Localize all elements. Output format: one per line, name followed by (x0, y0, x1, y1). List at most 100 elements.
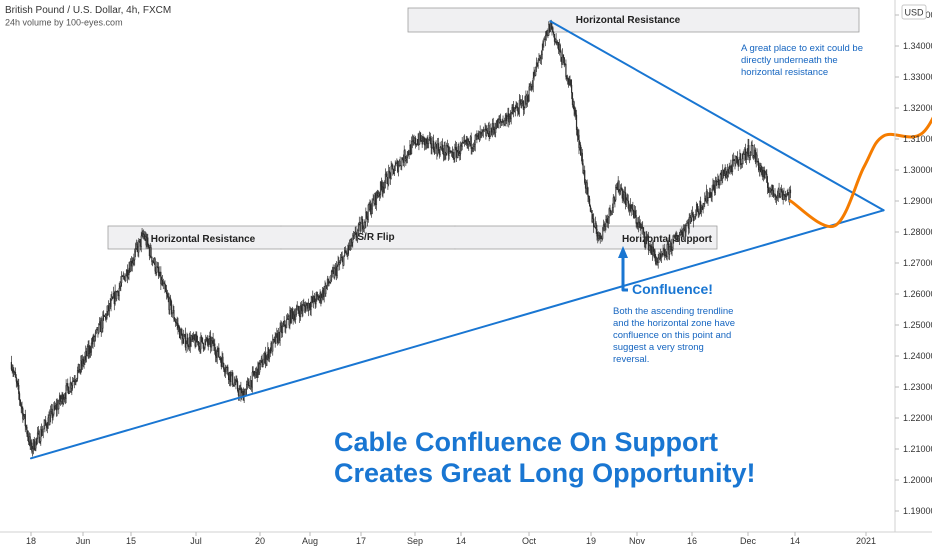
candle (204, 339, 206, 350)
candle (555, 33, 557, 45)
candle (697, 206, 699, 219)
candle (700, 204, 703, 217)
candle (735, 155, 737, 167)
candle (18, 379, 20, 400)
candle (446, 139, 449, 148)
confluence-note-line: reversal. (613, 354, 649, 365)
candle (766, 169, 768, 184)
currency-badge[interactable] (901, 4, 927, 20)
candle (320, 291, 322, 307)
volume-indicator-label[interactable]: 24h volume by 100-eyes.com (5, 18, 123, 28)
candle (12, 364, 14, 377)
zone-label: Horizontal Resistance (576, 15, 681, 26)
candle (613, 195, 615, 205)
candle (638, 216, 640, 233)
candle (35, 438, 37, 452)
candle (337, 255, 339, 271)
projection-curve[interactable] (789, 24, 932, 229)
candle (527, 94, 529, 103)
candle (106, 305, 108, 320)
candle (336, 264, 338, 279)
candle (321, 293, 323, 304)
time-axis[interactable]: 18 Jun 15 Jul 20 Aug 17 Sep 14 Oct 19 Nov 16 Dec 14 202… (26, 532, 876, 546)
candle (694, 213, 696, 220)
candle (730, 159, 732, 173)
candle (366, 211, 368, 219)
candle (571, 92, 574, 108)
candle (62, 392, 64, 407)
candle (357, 222, 360, 237)
candle (78, 363, 80, 373)
candle (713, 179, 715, 191)
candle (53, 402, 55, 417)
candle (16, 380, 18, 387)
candle (201, 337, 204, 344)
time-tick-label: Nov (629, 536, 646, 546)
candle (488, 121, 490, 142)
time-tick-label: 14 (456, 536, 466, 546)
zone-box[interactable]: Horizontal Resistance (107, 225, 282, 250)
candle (780, 187, 782, 199)
candle (575, 109, 578, 136)
candle (456, 149, 458, 159)
confluence-note-line: suggest a very strong (613, 342, 704, 353)
candle (661, 252, 663, 258)
candle (222, 353, 224, 368)
time-tick-label: 16 (687, 536, 697, 546)
candle (589, 195, 591, 207)
candle (785, 193, 788, 201)
candle (170, 294, 172, 306)
candle (711, 185, 713, 203)
zone-box[interactable]: Horizontal Resistance (407, 7, 860, 33)
candle (782, 190, 784, 205)
price-axis[interactable]: 1.19000 1.20000 1.21000 1.22000 1.23000 1.240… (895, 10, 932, 516)
candle (367, 203, 369, 223)
candle (563, 57, 565, 68)
candle (632, 201, 634, 216)
candle (419, 132, 422, 143)
time-tick-label: Jun (76, 536, 91, 546)
candle (745, 151, 747, 165)
candle (254, 367, 257, 379)
descending-trendline[interactable] (549, 20, 885, 212)
candle (165, 285, 168, 300)
candle (60, 395, 62, 405)
candle (261, 354, 263, 368)
candle (24, 409, 26, 433)
symbol-title[interactable]: British Pound / U.S. Dollar, 4h, FXCM (5, 5, 171, 16)
candle (627, 194, 629, 209)
candle (530, 81, 532, 91)
candle (535, 66, 537, 77)
candle (169, 296, 171, 315)
price-tick-label: 1.30000 (903, 165, 932, 175)
candle (384, 168, 387, 189)
candle (575, 107, 577, 120)
candle (473, 139, 476, 151)
candle (39, 436, 41, 444)
candle (29, 433, 31, 450)
candle (708, 192, 710, 199)
candle (63, 394, 65, 406)
candle (612, 194, 614, 213)
time-tick-label: Dec (740, 536, 757, 546)
candle (173, 306, 175, 322)
candle (89, 344, 91, 358)
candle (518, 94, 520, 117)
candle (210, 336, 213, 352)
ascending-trendline[interactable] (30, 209, 885, 460)
candle (666, 238, 668, 261)
candle (344, 246, 347, 254)
candle (380, 177, 382, 191)
confluence-note-line: and the horizontal zone have (613, 318, 735, 329)
candle (647, 231, 649, 255)
candle (671, 246, 673, 257)
zone-box[interactable]: S/R Flip (280, 225, 456, 250)
candle (552, 26, 554, 33)
candle (497, 118, 499, 128)
candle (305, 302, 307, 312)
candle (22, 406, 24, 423)
candle (566, 75, 568, 82)
candle (122, 271, 124, 280)
candle (123, 273, 125, 281)
candle (410, 136, 413, 155)
